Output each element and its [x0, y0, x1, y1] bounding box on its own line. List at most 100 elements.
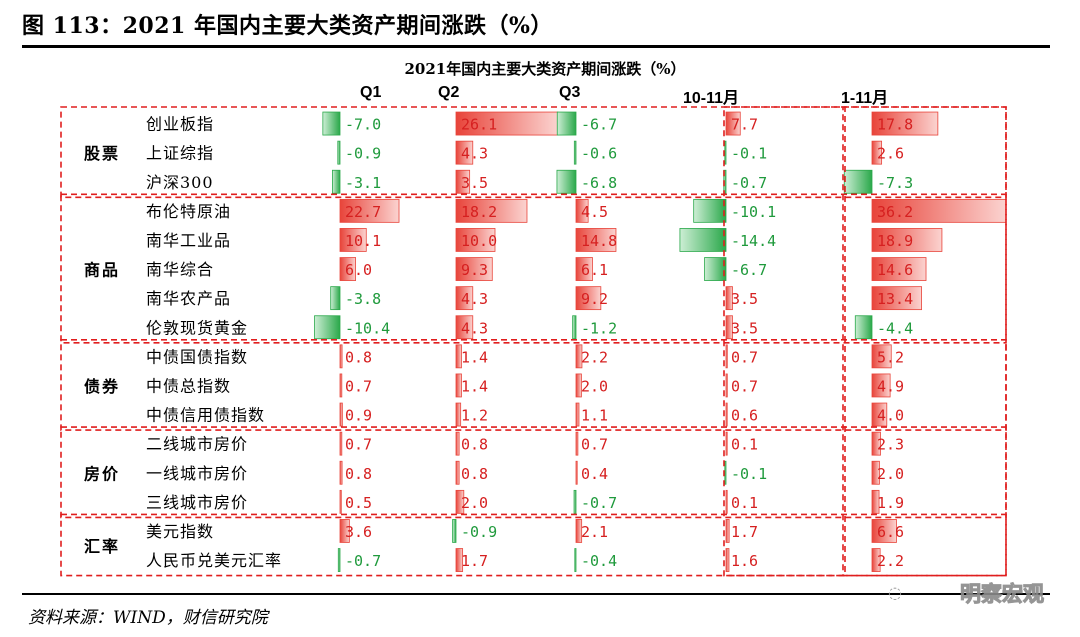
value-bar [704, 257, 727, 281]
column-dashed-box [842, 106, 1007, 577]
value-label: 2.2 [581, 348, 608, 366]
value-bar [455, 198, 528, 223]
group-label: 商品 [84, 261, 120, 280]
value-label: 3.5 [461, 174, 488, 192]
group-label: 汇率 [84, 537, 120, 556]
column-header-q1: Q1 [360, 84, 382, 101]
value-bar [724, 140, 727, 165]
column-dashed-box [723, 106, 846, 577]
value-bar [871, 519, 897, 543]
group-dashed-box [60, 193, 1007, 344]
value-label: 1.9 [877, 494, 904, 512]
value-label: 0.4 [581, 465, 608, 483]
value-label: -0.7 [345, 552, 381, 570]
value-bar [452, 519, 457, 543]
value-bar [679, 228, 727, 252]
value-label: 2.0 [877, 465, 904, 483]
value-label: 10.0 [461, 232, 497, 250]
value-label: 1.1 [581, 407, 608, 425]
value-bar [725, 489, 728, 514]
value-label: 1.7 [461, 552, 488, 570]
value-label: 9.2 [581, 290, 608, 308]
value-label: 4.3 [461, 319, 488, 337]
value-label: 13.4 [877, 290, 913, 308]
value-bar [556, 111, 577, 136]
row-label: 沪深300 [146, 173, 214, 192]
value-bar [575, 257, 593, 281]
value-label: -10.4 [345, 319, 390, 337]
value-label: 4.3 [461, 290, 488, 308]
value-bar [330, 286, 341, 311]
value-bar [575, 286, 602, 311]
value-bar [871, 344, 892, 369]
value-bar [339, 431, 343, 456]
value-label: 5.2 [877, 348, 904, 366]
value-bar [575, 460, 578, 485]
value-bar [455, 431, 460, 456]
value-bar [575, 431, 579, 456]
value-bar [725, 373, 728, 398]
value-bar [725, 111, 741, 136]
value-bar [314, 315, 341, 340]
value-label: 2.0 [461, 494, 488, 512]
value-bar [339, 460, 343, 485]
value-bar [455, 140, 474, 165]
column-header-jan-nov: 1-11月 [841, 90, 889, 107]
value-label: -6.7 [731, 261, 767, 279]
value-label: 0.7 [345, 436, 372, 454]
value-label: 2.2 [877, 552, 904, 570]
value-label: -0.1 [731, 145, 767, 163]
value-label: 0.7 [731, 348, 758, 366]
row-label: 南华农产品 [146, 289, 231, 308]
row-label: 创业板指 [146, 115, 214, 134]
value-bar [574, 548, 577, 572]
value-bar [455, 228, 496, 252]
value-label: -0.1 [731, 465, 767, 483]
value-bar [871, 431, 881, 456]
group-label: 债券 [84, 377, 120, 396]
value-bar [332, 169, 341, 194]
group-dashed-box [60, 426, 1007, 519]
source-note: 资料来源：WIND，财信研究院 [28, 608, 268, 628]
value-label: -3.1 [345, 174, 381, 192]
value-bar [575, 344, 583, 369]
value-bar [725, 344, 728, 369]
row-label: 南华工业品 [146, 231, 231, 250]
value-label: 0.8 [461, 465, 488, 483]
value-bar [854, 315, 873, 340]
value-bar [871, 489, 880, 514]
value-bar [572, 315, 577, 340]
value-label: 1.6 [731, 552, 758, 570]
value-bar [871, 402, 888, 427]
value-bar [573, 140, 577, 165]
value-label: -0.9 [461, 523, 497, 541]
row-label: 美元指数 [146, 522, 214, 541]
value-bar [575, 373, 582, 398]
row-label: 中债总指数 [146, 376, 231, 395]
value-bar [455, 169, 471, 194]
value-label: 7.7 [731, 116, 758, 134]
value-bar [725, 548, 730, 572]
row-label: 布伦特原油 [146, 202, 231, 221]
value-bar [725, 402, 728, 427]
row-label: 一线城市房价 [146, 464, 248, 483]
value-label: 0.7 [581, 436, 608, 454]
value-bar [339, 198, 400, 223]
row-label: 人民币兑美元汇率 [146, 551, 282, 570]
value-label: 17.8 [877, 116, 913, 134]
value-label: 0.9 [345, 407, 372, 425]
value-label: 1.2 [461, 407, 488, 425]
value-label: 2.1 [581, 523, 608, 541]
value-label: -14.4 [731, 232, 776, 250]
value-label: -3.8 [345, 290, 381, 308]
value-label: -0.7 [581, 494, 617, 512]
value-bar [339, 257, 357, 281]
value-bar [322, 111, 341, 136]
value-bar [871, 460, 880, 485]
value-bar [871, 286, 922, 311]
value-label: 0.5 [345, 494, 372, 512]
watermark: 明察宏观 [960, 582, 1045, 607]
value-bar [455, 344, 462, 369]
value-label: 4.0 [877, 407, 904, 425]
